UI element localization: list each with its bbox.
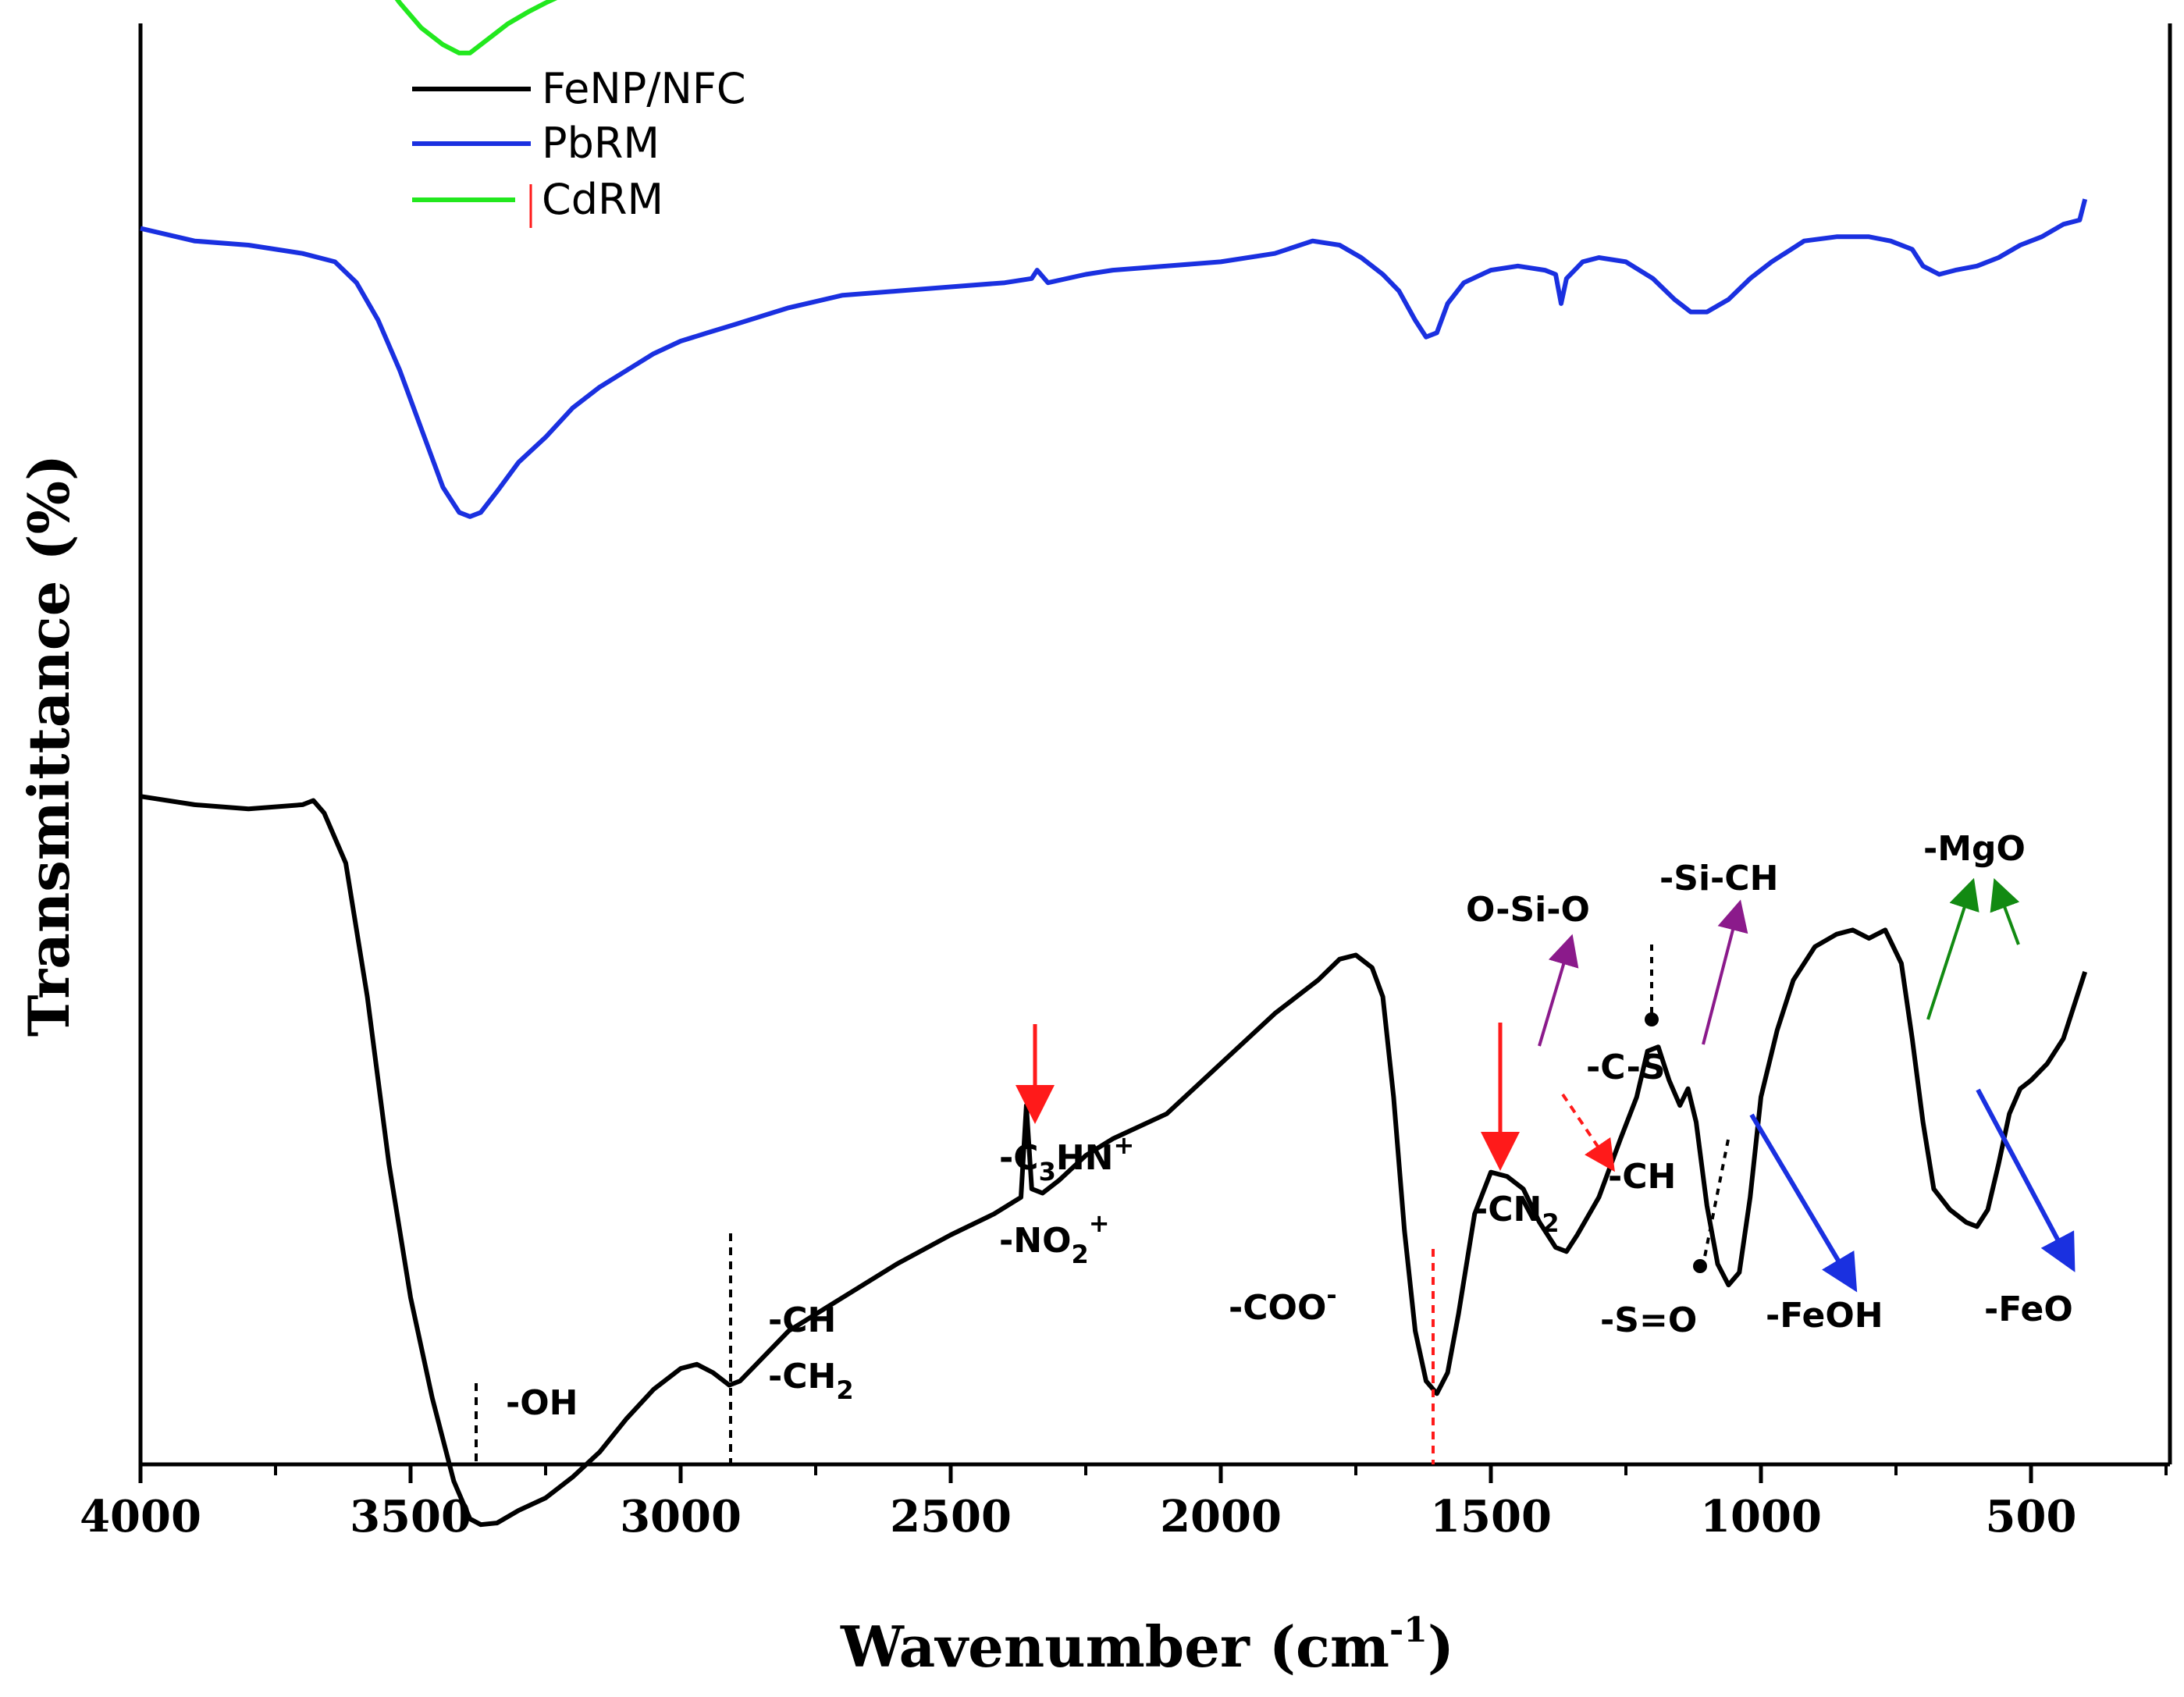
x-axis-title-close: ) (1428, 1613, 1454, 1680)
label-feo: -FeO (1984, 1290, 2073, 1329)
legend-label-fenp-nfc: FeNP/NFC (542, 64, 746, 113)
x-tick-label-1000: 1000 (1700, 1491, 1822, 1542)
label-c3hn: -C3HN+ (999, 1130, 1134, 1186)
mgo-arrow-2 (1990, 878, 2020, 945)
label-cn2-sub: 2 (1542, 1208, 1559, 1238)
label-no2-a: -NO (999, 1221, 1072, 1261)
feo-arrow (1976, 1088, 2076, 1272)
label-no2: -NO2+ (999, 1208, 1110, 1269)
so-guide (1702, 1139, 1730, 1265)
label-coo: -COO- (1229, 1280, 1337, 1328)
x-tick-label-500: 500 (1986, 1491, 2077, 1542)
label-oh: -OH (506, 1383, 578, 1423)
series-line-fenp-nfc (140, 794, 2088, 1528)
feoh-arrow (1749, 1113, 1858, 1293)
label-coo-sup: - (1326, 1280, 1336, 1310)
label-ch2-sub: 2 (836, 1375, 853, 1405)
x-tick-label-4000: 4000 (80, 1491, 201, 1542)
label-coo-main: -COO (1229, 1288, 1326, 1328)
label-c3hn-b: HN (1056, 1138, 1114, 1178)
x-ticks: 4000 3500 3000 2500 2000 1500 1000 500 (80, 1464, 2168, 1542)
annotation-labels: -OH -CH -CH2 -C3HN+ -NO2+ -COO- -CN2 O-S… (506, 829, 2073, 1423)
osio-arrow (1538, 934, 1579, 1047)
x-axis-title: Wavenumber (cm-1) (840, 1610, 1454, 1680)
label-osio: O-Si-O (1466, 890, 1590, 930)
label-cs: -C-S (1586, 1048, 1666, 1087)
axes (138, 23, 2172, 1467)
legend: FeNP/NFC PbRM CdRM (412, 64, 746, 228)
x-tick-label-3500: 3500 (350, 1491, 471, 1542)
label-no2-sub: 2 (1072, 1240, 1089, 1269)
label-no2-sup: + (1089, 1208, 1110, 1238)
legend-label-cdrm: CdRM (542, 175, 663, 224)
label-so: -S=O (1600, 1300, 1697, 1340)
label-ch: -CH (768, 1300, 836, 1340)
label-cn2-main: -CN (1474, 1190, 1542, 1229)
label-ch-small: -CH (1608, 1157, 1676, 1197)
x-tick-label-3000: 3000 (620, 1491, 742, 1542)
x-tick-label-1500: 1500 (1430, 1491, 1552, 1542)
label-sich: -Si-CH (1659, 859, 1778, 898)
so-dot (1693, 1259, 1707, 1273)
series-line-pbrm (140, 198, 2088, 519)
label-c3hn-a: -C (999, 1138, 1039, 1178)
x-axis-title-superscript: -1 (1389, 1610, 1428, 1650)
ch-small-arrow (1561, 1093, 1615, 1172)
label-mgo: -MgO (1923, 829, 2026, 869)
sich-arrow (1702, 899, 1748, 1045)
label-ch2-main: -CH (768, 1357, 836, 1396)
series-group (140, 0, 2088, 1528)
label-ch2: -CH2 (768, 1357, 854, 1405)
series-line-cdrm (394, 0, 558, 55)
label-cn2: -CN2 (1474, 1190, 1560, 1238)
cs-dot (1645, 1012, 1659, 1026)
annotation-guides (475, 877, 2076, 1464)
label-feoh: -FeOH (1766, 1296, 1883, 1336)
x-axis-title-main: Wavenumber (cm (840, 1613, 1389, 1680)
mgo-arrow-1 (1926, 877, 1979, 1020)
x-tick-label-2000: 2000 (1160, 1491, 1282, 1542)
x-tick-label-2500: 2500 (890, 1491, 1012, 1542)
label-c3hn-sub: 3 (1039, 1157, 1056, 1186)
legend-label-pbrm: PbRM (542, 119, 660, 168)
label-c3hn-sup: + (1113, 1130, 1134, 1160)
y-axis-title: Transmittance (%) (16, 454, 82, 1037)
